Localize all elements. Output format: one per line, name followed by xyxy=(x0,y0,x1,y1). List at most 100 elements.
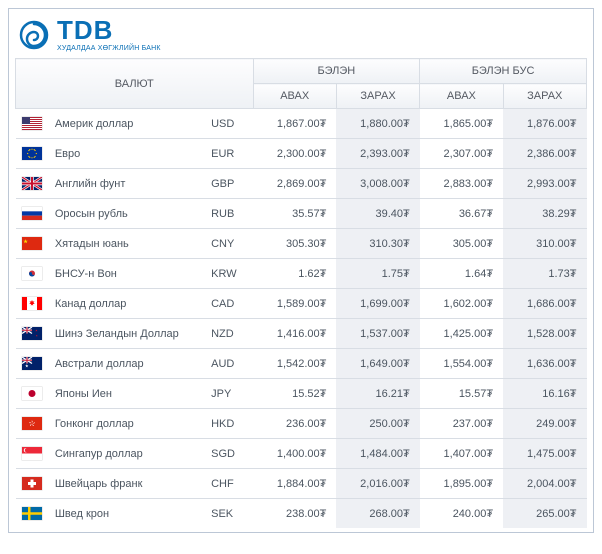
cash-buy: 1,416.00₮ xyxy=(253,319,336,349)
noncash-buy: 1,407.00₮ xyxy=(420,439,503,469)
flag-icon xyxy=(22,447,42,460)
cash-sell: 2,393.00₮ xyxy=(336,139,419,169)
flag-icon xyxy=(22,177,42,190)
logo: TDB ХУДАЛДАА ХӨГЖЛИЙН БАНК xyxy=(15,15,587,58)
logo-tagline: ХУДАЛДАА ХӨГЖЛИЙН БАНК xyxy=(57,45,161,52)
noncash-sell: 1,636.00₮ xyxy=(503,349,586,379)
cash-buy: 1.62₮ xyxy=(253,259,336,289)
flag-cell xyxy=(16,319,49,349)
currency-name: Оросын рубль xyxy=(49,199,205,229)
currency-name: Швейцарь франк xyxy=(49,469,205,499)
currency-name: Гонконг доллар xyxy=(49,409,205,439)
cash-buy: 2,869.00₮ xyxy=(253,169,336,199)
flag-cell xyxy=(16,439,49,469)
flag-cell xyxy=(16,289,49,319)
cash-buy: 15.52₮ xyxy=(253,379,336,409)
table-row: Канад долларCAD1,589.00₮1,699.00₮1,602.0… xyxy=(16,289,587,319)
table-row: Шинэ Зеландын ДолларNZD1,416.00₮1,537.00… xyxy=(16,319,587,349)
currency-code: CHF xyxy=(205,469,253,499)
flag-icon xyxy=(22,147,42,160)
currency-code: CAD xyxy=(205,289,253,319)
currency-code: SEK xyxy=(205,499,253,529)
table-row: Гонконг долларHKD236.00₮250.00₮237.00₮24… xyxy=(16,409,587,439)
flag-cell xyxy=(16,469,49,499)
currency-name: Шинэ Зеландын Доллар xyxy=(49,319,205,349)
flag-icon xyxy=(22,117,42,130)
flag-cell xyxy=(16,349,49,379)
flag-icon xyxy=(22,357,42,370)
flag-cell xyxy=(16,229,49,259)
noncash-buy: 240.00₮ xyxy=(420,499,503,529)
cash-buy: 1,400.00₮ xyxy=(253,439,336,469)
flag-icon xyxy=(22,477,42,490)
currency-code: EUR xyxy=(205,139,253,169)
flag-icon xyxy=(22,387,42,400)
currency-code: GBP xyxy=(205,169,253,199)
cash-buy: 2,300.00₮ xyxy=(253,139,336,169)
noncash-sell: 2,386.00₮ xyxy=(503,139,586,169)
flag-cell xyxy=(16,409,49,439)
noncash-sell: 249.00₮ xyxy=(503,409,586,439)
noncash-buy: 237.00₮ xyxy=(420,409,503,439)
flag-cell xyxy=(16,499,49,529)
noncash-buy: 36.67₮ xyxy=(420,199,503,229)
cash-sell: 310.30₮ xyxy=(336,229,419,259)
cash-sell: 1.75₮ xyxy=(336,259,419,289)
currency-name: Сингапур доллар xyxy=(49,439,205,469)
cash-buy: 1,884.00₮ xyxy=(253,469,336,499)
noncash-buy: 1.64₮ xyxy=(420,259,503,289)
cash-buy: 1,589.00₮ xyxy=(253,289,336,319)
noncash-buy: 1,554.00₮ xyxy=(420,349,503,379)
cash-sell: 2,016.00₮ xyxy=(336,469,419,499)
currency-name: Америк доллар xyxy=(49,109,205,139)
currency-code: AUD xyxy=(205,349,253,379)
table-row: Хятадын юаньCNY305.30₮310.30₮305.00₮310.… xyxy=(16,229,587,259)
flag-icon xyxy=(22,507,42,520)
noncash-sell: 1,475.00₮ xyxy=(503,439,586,469)
currency-name: Японы Иен xyxy=(49,379,205,409)
logo-name: TDB xyxy=(57,17,161,43)
rates-table: ВАЛЮТ БЭЛЭН БЭЛЭН БУС АВАХ ЗАРАХ АВАХ ЗА… xyxy=(15,58,587,528)
logo-icon xyxy=(19,20,49,50)
flag-cell xyxy=(16,109,49,139)
cash-buy: 35.57₮ xyxy=(253,199,336,229)
table-row: БНСУ-н ВонKRW1.62₮1.75₮1.64₮1.73₮ xyxy=(16,259,587,289)
flag-icon xyxy=(22,267,42,280)
cash-buy: 1,542.00₮ xyxy=(253,349,336,379)
noncash-sell: 2,004.00₮ xyxy=(503,469,586,499)
cash-buy: 238.00₮ xyxy=(253,499,336,529)
header-noncash: БЭЛЭН БУС xyxy=(420,59,587,84)
cash-buy: 1,867.00₮ xyxy=(253,109,336,139)
cash-buy: 305.30₮ xyxy=(253,229,336,259)
noncash-sell: 2,993.00₮ xyxy=(503,169,586,199)
flag-cell xyxy=(16,199,49,229)
cash-sell: 1,484.00₮ xyxy=(336,439,419,469)
flag-icon xyxy=(22,207,42,220)
flag-cell xyxy=(16,169,49,199)
currency-name: Евро xyxy=(49,139,205,169)
currency-code: JPY xyxy=(205,379,253,409)
currency-name: Хятадын юань xyxy=(49,229,205,259)
flag-icon xyxy=(22,327,42,340)
noncash-sell: 16.16₮ xyxy=(503,379,586,409)
header-nc-sell: ЗАРАХ xyxy=(503,84,586,109)
currency-code: RUB xyxy=(205,199,253,229)
flag-icon xyxy=(22,417,42,430)
currency-name: БНСУ-н Вон xyxy=(49,259,205,289)
flag-icon xyxy=(22,237,42,250)
header-currency: ВАЛЮТ xyxy=(16,59,254,109)
cash-sell: 250.00₮ xyxy=(336,409,419,439)
table-row: Английн фунтGBP2,869.00₮3,008.00₮2,883.0… xyxy=(16,169,587,199)
noncash-sell: 1,876.00₮ xyxy=(503,109,586,139)
currency-name: Австрали доллар xyxy=(49,349,205,379)
cash-buy: 236.00₮ xyxy=(253,409,336,439)
noncash-buy: 1,895.00₮ xyxy=(420,469,503,499)
currency-code: USD xyxy=(205,109,253,139)
cash-sell: 16.21₮ xyxy=(336,379,419,409)
noncash-buy: 2,307.00₮ xyxy=(420,139,503,169)
table-row: Сингапур долларSGD1,400.00₮1,484.00₮1,40… xyxy=(16,439,587,469)
flag-cell xyxy=(16,259,49,289)
table-row: Америк долларUSD1,867.00₮1,880.00₮1,865.… xyxy=(16,109,587,139)
noncash-buy: 305.00₮ xyxy=(420,229,503,259)
cash-sell: 1,699.00₮ xyxy=(336,289,419,319)
